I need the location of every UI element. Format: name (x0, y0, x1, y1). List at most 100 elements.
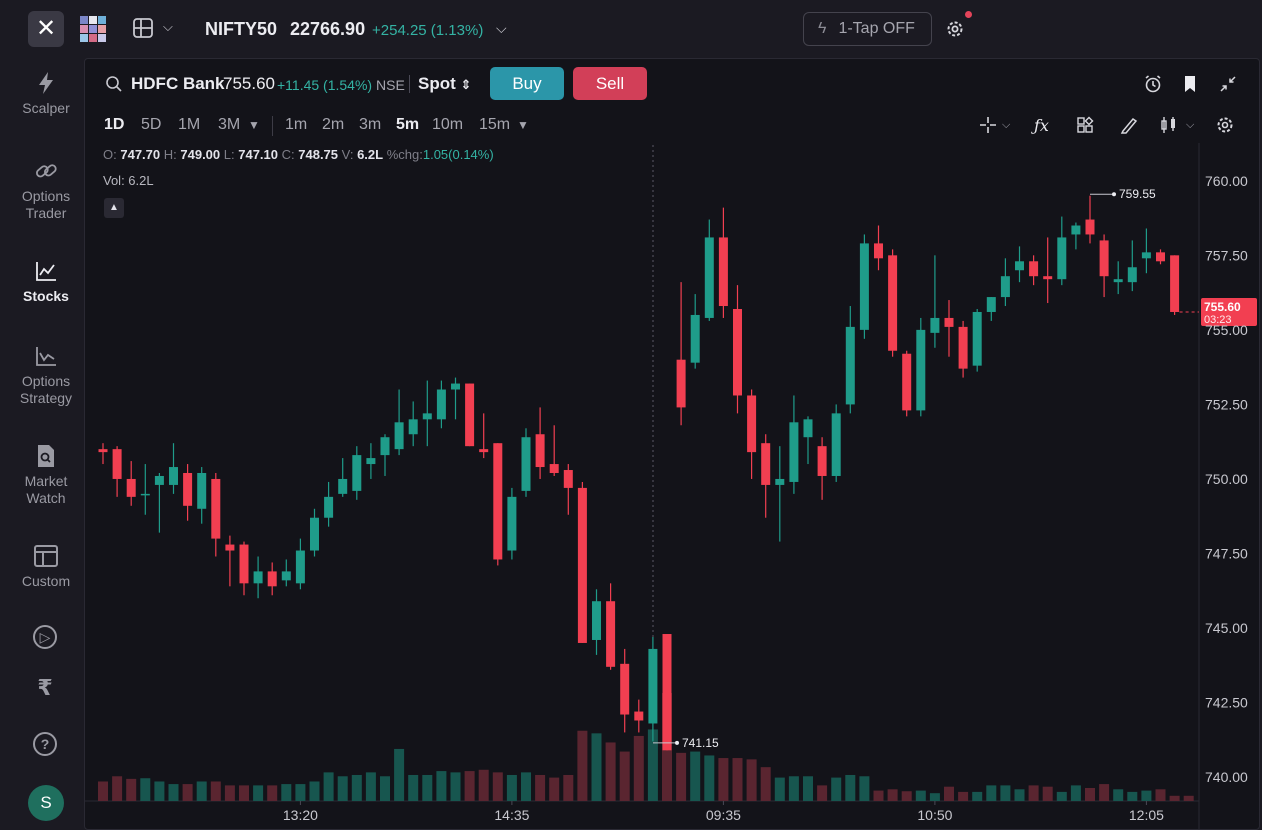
candle[interactable] (874, 225, 883, 271)
interval-1m[interactable]: 1m (285, 116, 308, 133)
candle[interactable] (211, 473, 221, 557)
candle[interactable] (747, 389, 757, 479)
candle[interactable] (112, 446, 122, 497)
collapse-arrows-icon[interactable] (1218, 74, 1238, 94)
candle[interactable] (436, 380, 446, 429)
settings-gear-icon[interactable] (944, 18, 966, 40)
candle[interactable] (422, 380, 432, 447)
candle[interactable] (535, 407, 545, 479)
sidebar-item-custom[interactable]: Custom (0, 543, 92, 590)
candle[interactable] (634, 699, 644, 733)
candle[interactable] (1141, 228, 1151, 274)
chevron-down-icon[interactable]: ⌵ (1186, 119, 1195, 131)
chevron-down-icon[interactable]: ⌵ (163, 19, 173, 34)
chevron-down-icon[interactable]: ⌵ (1002, 119, 1011, 131)
candle[interactable] (577, 481, 587, 643)
candle[interactable] (648, 637, 658, 742)
candle[interactable] (1071, 222, 1081, 250)
candle[interactable] (295, 538, 305, 590)
one-tap-toggle-button[interactable]: ϟ 1-Tap OFF (803, 12, 932, 46)
sidebar-item-stocks[interactable]: Stocks (0, 258, 92, 305)
layout-grid-icon[interactable] (132, 17, 154, 39)
interval-5m[interactable]: 5m (396, 116, 420, 133)
candle[interactable] (761, 434, 771, 518)
candle[interactable] (451, 377, 460, 420)
candle[interactable] (281, 559, 291, 587)
candle[interactable] (718, 207, 728, 318)
spot-selector[interactable]: Spot ⇕ (418, 74, 471, 94)
candle[interactable] (1029, 255, 1039, 286)
candle[interactable] (549, 425, 559, 476)
alarm-icon[interactable] (1143, 74, 1163, 94)
candle[interactable] (225, 535, 235, 587)
candle[interactable] (253, 556, 263, 599)
index-name[interactable]: NIFTY50 (205, 19, 278, 39)
candle[interactable] (352, 446, 362, 500)
candle[interactable] (521, 428, 531, 497)
buy-button[interactable]: Buy (490, 67, 564, 100)
candle[interactable] (817, 437, 827, 500)
indicators-fx-icon[interactable]: ƒx (1034, 116, 1049, 135)
candle[interactable] (831, 404, 841, 482)
candle[interactable] (662, 634, 672, 751)
candle[interactable] (394, 389, 404, 456)
candle[interactable] (310, 508, 319, 557)
app-logo[interactable] (80, 16, 106, 42)
crosshair-icon[interactable] (978, 115, 998, 135)
candle[interactable] (1015, 246, 1024, 283)
range-1d[interactable]: 1D (104, 116, 125, 133)
interval-15m[interactable]: 15m (479, 116, 511, 133)
candle[interactable] (944, 300, 954, 357)
candle[interactable] (620, 648, 630, 733)
candle[interactable] (197, 467, 207, 524)
interval-10m[interactable]: 10m (432, 116, 464, 133)
sidebar-item-market-watch[interactable]: Market Watch (0, 443, 92, 507)
candle[interactable] (789, 395, 799, 494)
interval-2m[interactable]: 2m (322, 116, 345, 133)
sidebar-item-options-trader[interactable]: Options Trader (0, 158, 92, 222)
stock-name[interactable]: HDFC Bank (131, 74, 225, 93)
candle[interactable] (380, 434, 390, 476)
candle[interactable] (408, 401, 418, 447)
templates-grid-icon[interactable] (1075, 115, 1095, 135)
search-icon[interactable] (105, 75, 123, 93)
candle[interactable] (606, 583, 616, 670)
sidebar-item-scalper[interactable]: Scalper (0, 70, 92, 117)
candle[interactable] (733, 285, 742, 414)
sell-button[interactable]: Sell (573, 67, 647, 100)
candle[interactable] (563, 464, 573, 515)
candle[interactable] (479, 413, 489, 459)
candle[interactable] (1085, 195, 1095, 244)
candle[interactable] (140, 464, 150, 515)
range-5d[interactable]: 5D (141, 116, 162, 133)
range-dropdown-icon[interactable]: ▼ (248, 118, 260, 132)
interval-3m[interactable]: 3m (359, 116, 382, 133)
candle[interactable] (1099, 234, 1109, 298)
candle[interactable] (690, 294, 700, 369)
candle[interactable] (366, 443, 376, 479)
candle[interactable] (888, 249, 898, 357)
candle[interactable] (1127, 240, 1137, 292)
drawing-pen-icon[interactable] (1119, 115, 1139, 135)
candle[interactable] (803, 416, 813, 465)
candle[interactable] (98, 443, 108, 465)
interval-dropdown-icon[interactable]: ▼ (517, 118, 529, 132)
play-video-icon[interactable]: ▷ (33, 625, 57, 649)
candle[interactable] (338, 458, 348, 497)
candle[interactable] (267, 562, 277, 596)
candle[interactable] (930, 255, 940, 348)
help-icon[interactable]: ? (33, 732, 57, 756)
candle[interactable] (1113, 261, 1123, 295)
candle[interactable] (916, 317, 926, 417)
sidebar-item-options-strategy[interactable]: Options Strategy (0, 343, 92, 407)
candle[interactable] (704, 219, 714, 321)
candle[interactable] (183, 464, 193, 521)
candle[interactable] (775, 446, 785, 542)
candle[interactable] (845, 306, 855, 414)
candle[interactable] (154, 473, 164, 533)
candle[interactable] (1000, 258, 1010, 307)
close-button[interactable]: ✕ (28, 11, 64, 47)
candle[interactable] (239, 541, 249, 596)
candle[interactable] (986, 297, 996, 321)
